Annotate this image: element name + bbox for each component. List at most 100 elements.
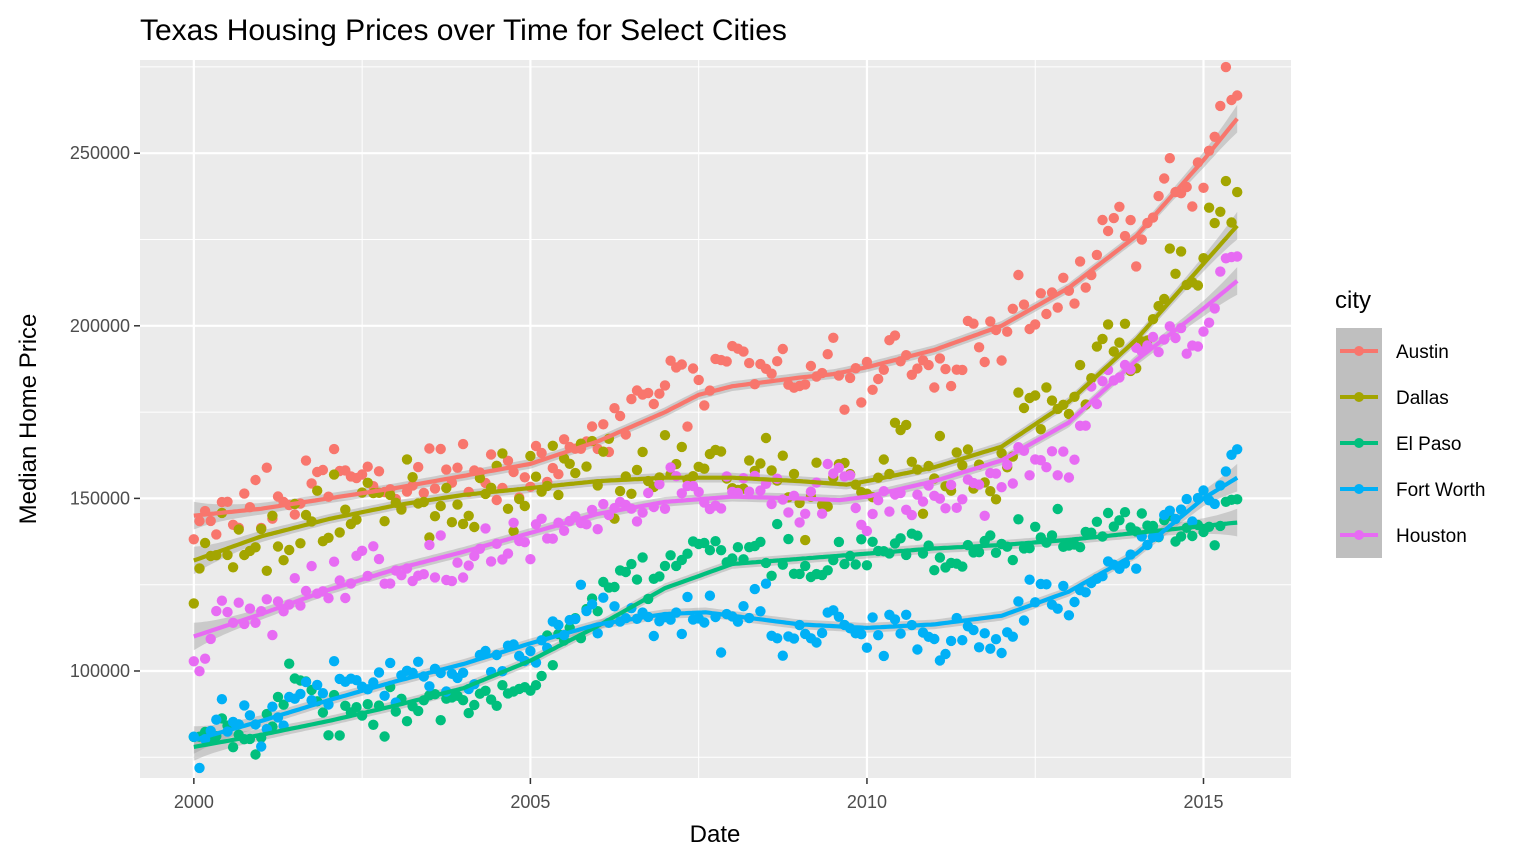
data-point <box>429 511 441 522</box>
data-point <box>390 706 401 717</box>
data-point <box>525 554 536 565</box>
data-point <box>833 462 845 473</box>
data-point <box>300 455 312 466</box>
data-point <box>317 707 329 718</box>
data-point <box>934 552 946 563</box>
data-point <box>278 699 289 710</box>
data-point <box>934 493 946 504</box>
data-point <box>1181 493 1192 505</box>
data-point <box>216 694 228 705</box>
data-point <box>794 568 805 580</box>
trend-line <box>193 475 1239 743</box>
data-point <box>1052 603 1063 614</box>
data-point <box>250 474 261 486</box>
data-point <box>1024 470 1035 481</box>
data-point <box>227 742 239 753</box>
data-point <box>323 593 334 604</box>
data-point <box>233 597 244 608</box>
data-point <box>1181 348 1192 359</box>
data-point <box>491 494 502 506</box>
data-point <box>317 688 329 699</box>
data-point <box>469 550 480 562</box>
data-point <box>547 660 558 671</box>
data-point <box>654 479 665 490</box>
data-point <box>973 642 985 653</box>
data-point <box>996 647 1007 659</box>
data-point <box>699 400 710 411</box>
data-point <box>373 553 385 565</box>
data-point <box>665 614 676 625</box>
data-point <box>800 560 811 572</box>
data-point <box>1013 269 1024 281</box>
data-point <box>1080 587 1091 598</box>
legend-title: city <box>1335 287 1371 314</box>
data-point <box>592 524 603 535</box>
data-point <box>1153 190 1164 202</box>
data-point <box>480 645 491 657</box>
data-point <box>306 478 317 489</box>
data-point <box>895 533 906 544</box>
data-point <box>957 364 968 376</box>
data-point <box>1069 298 1080 309</box>
data-point <box>682 421 693 432</box>
data-point <box>570 467 581 479</box>
data-point <box>446 517 458 528</box>
data-point <box>659 430 671 441</box>
data-point <box>1024 543 1035 554</box>
data-point <box>699 463 710 474</box>
data-point <box>1069 596 1080 608</box>
data-point <box>1041 308 1052 320</box>
data-point <box>586 599 598 610</box>
data-point <box>1035 424 1047 435</box>
data-point <box>558 525 570 536</box>
data-point <box>682 591 693 603</box>
data-point <box>1187 516 1198 527</box>
data-point <box>1052 503 1063 515</box>
trend-lines <box>193 117 1239 749</box>
data-point <box>508 526 519 537</box>
data-point <box>1102 319 1114 330</box>
data-point <box>643 487 654 499</box>
x-tick-label: 2015 <box>1183 792 1223 812</box>
data-point <box>598 498 609 510</box>
data-point <box>1091 249 1103 261</box>
data-point <box>805 360 817 372</box>
data-point <box>289 573 300 584</box>
data-point <box>452 557 463 568</box>
data-point <box>508 517 519 528</box>
data-point <box>497 448 508 459</box>
data-point <box>1232 186 1243 198</box>
data-point <box>805 486 817 497</box>
data-point <box>1131 563 1142 574</box>
data-point <box>687 363 699 374</box>
data-point <box>547 533 558 544</box>
data-point <box>457 518 469 530</box>
data-point <box>480 523 491 534</box>
data-point <box>861 525 873 537</box>
data-point <box>990 547 1002 558</box>
data-point <box>693 486 704 498</box>
data-point <box>295 688 306 700</box>
data-point <box>957 494 968 505</box>
data-point <box>710 536 721 547</box>
data-point <box>1069 454 1080 465</box>
data-point <box>233 524 244 535</box>
data-point <box>856 629 867 640</box>
data-point <box>665 550 676 561</box>
data-point <box>951 447 962 458</box>
data-point <box>1091 516 1103 527</box>
data-point <box>996 448 1007 459</box>
data-point <box>654 571 665 582</box>
data-point <box>340 592 351 604</box>
data-point <box>250 749 261 760</box>
legend-key-point <box>1354 530 1364 540</box>
data-point <box>631 464 643 476</box>
data-point <box>867 384 878 395</box>
data-point <box>558 434 570 445</box>
data-point <box>469 699 480 711</box>
data-point <box>901 609 912 620</box>
data-point <box>1074 542 1086 553</box>
data-point <box>328 443 340 455</box>
data-point <box>418 487 429 499</box>
data-point <box>553 469 564 480</box>
